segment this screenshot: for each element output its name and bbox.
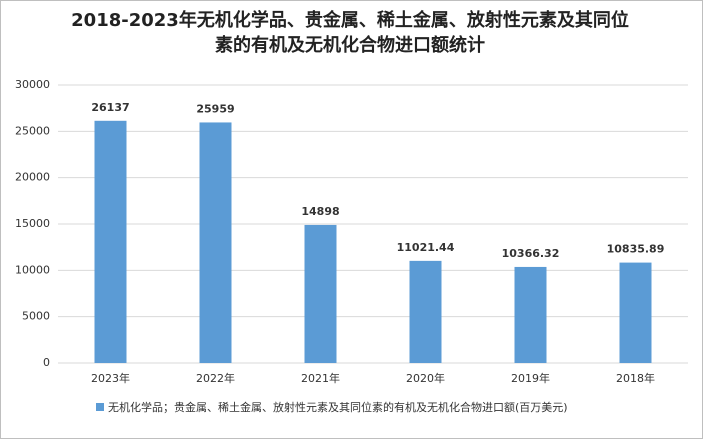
y-tick-label: 30000 (15, 78, 50, 91)
y-tick-label: 15000 (15, 217, 50, 230)
x-tick-label: 2019年 (511, 371, 550, 385)
x-tick-label: 2022年 (196, 371, 235, 385)
bar (304, 224, 337, 363)
value-label: 14898 (301, 205, 339, 218)
chart-title: 2018-2023年无机化学品、贵金属、稀土金属、放射性元素及其同位素的有机及无… (71, 10, 629, 56)
bar (619, 262, 652, 363)
value-label: 11021.44 (397, 241, 455, 254)
bar (409, 260, 442, 363)
x-tick-label: 2021年 (301, 371, 340, 385)
legend-swatch (96, 403, 104, 411)
value-label: 26137 (91, 101, 129, 114)
bar (199, 122, 232, 364)
y-tick-label: 10000 (15, 263, 50, 276)
legend-label: 无机化学品；贵金属、稀土金属、放射性元素及其同位素的有机及无机化合物进口额(百万… (108, 400, 568, 414)
bar (94, 120, 127, 363)
y-tick-label: 25000 (15, 124, 50, 137)
x-tick-label: 2020年 (406, 371, 445, 385)
x-tick-label: 2018年 (616, 371, 655, 385)
value-label: 25959 (196, 102, 234, 115)
y-tick-label: 20000 (15, 171, 50, 184)
x-tick-label: 2023年 (91, 371, 130, 385)
value-label: 10835.89 (607, 243, 665, 256)
y-tick-label: 0 (43, 356, 50, 369)
y-tick-label: 5000 (22, 310, 50, 323)
bar (514, 266, 547, 363)
value-label: 10366.32 (502, 247, 560, 260)
